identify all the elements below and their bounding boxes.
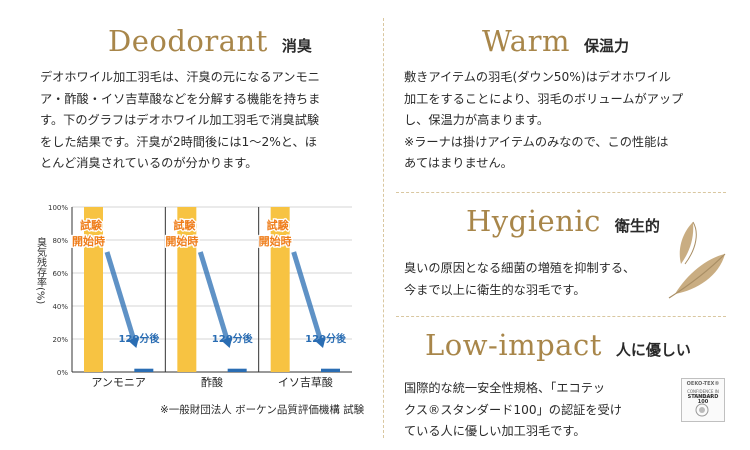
warm-line: 加工をすることにより、羽毛のボリュームがアップ (404, 91, 684, 106)
y-tick-label: 0% (57, 369, 68, 377)
y-tick-label: 40% (52, 303, 68, 311)
oeko-tex-badge: OEKO-TEX® CONFIDENCE IN TEXTILES STANDAR… (681, 378, 725, 422)
low-impact-line: ている人に優しい加工羽毛です。 (404, 424, 586, 438)
y-axis-label: 臭気残存率(%) (35, 236, 47, 305)
section-divider (396, 316, 726, 317)
deodorant-line: ア・酢酸・イソ吉草酸などを分解する機能を持ちま (40, 91, 321, 106)
y-tick-label: 60% (52, 270, 68, 278)
trend-arrow (104, 251, 136, 340)
arrow-head (127, 336, 140, 348)
deodorant-title-jp: 消臭 (281, 37, 312, 55)
bar-after (227, 368, 247, 372)
deodorant-title-en: Deodorant (108, 24, 268, 58)
feather-icon (668, 221, 726, 299)
annotation-after: 120分後 (305, 332, 347, 345)
low-impact-title-jp: 人に優しい (615, 341, 691, 359)
badge-seal-icon (695, 403, 709, 417)
arrow-head (314, 336, 326, 348)
warm-line: し、保温力が高まります。 (404, 113, 550, 127)
low-impact-heading: Low-impact 人に優しい (425, 328, 691, 362)
annotation-start-line2: 開始時 (72, 234, 105, 248)
hygienic-heading: Hygienic 衛生的 (466, 204, 660, 238)
deodorant-line: をした結果です。汗臭が2時間後には1～2%と、ほ (40, 134, 317, 149)
bar-start (84, 207, 103, 372)
annotation-start-line1: 試験 (80, 218, 103, 232)
deodorant-heading: Deodorant 消臭 (108, 24, 312, 58)
deodorant-line: デオホワイル加工羽毛は、汗臭の元になるアンモニ (40, 70, 320, 84)
badge-line: OEKO-TEX® (686, 381, 720, 387)
x-category-label: 酢酸 (201, 375, 223, 389)
annotation-start-line1: 試験 (173, 218, 196, 232)
x-category-label: アンモニア (91, 376, 146, 389)
section-divider (396, 192, 726, 193)
warm-line: 敷きアイテムの羽毛(ダウン50%)はデオホワイル (404, 70, 671, 84)
x-category-label: イソ吉草酸 (278, 375, 333, 389)
annotation-start-line2: 開始時 (165, 234, 198, 248)
hygienic-line: 今まで以上に衛生的な羽毛です。 (404, 282, 586, 297)
bar-after (134, 368, 154, 372)
y-tick-label: 100% (48, 204, 68, 212)
hygienic-text: 臭いの原因となる細菌の増殖を抑制する、 今まで以上に衛生的な羽毛です。 (404, 258, 635, 301)
deodorant-text: デオホワイル加工羽毛は、汗臭の元になるアンモニ ア・酢酸・イソ吉草酸などを分解す… (40, 67, 320, 175)
y-tick-label: 80% (52, 237, 68, 245)
warm-title-jp: 保温力 (583, 37, 629, 55)
bar-start (270, 207, 290, 372)
hygienic-title-en: Hygienic (466, 204, 601, 238)
y-tick-label: 20% (52, 336, 68, 344)
deodorant-line: とんど消臭されているのが分かります。 (40, 156, 258, 170)
badge-line: CONFIDENCE IN TEXTILES (687, 389, 719, 399)
annotation-start-line1: 試験 (267, 218, 290, 232)
chart-source-note: ※一般財団法人 ボーケン品質評価機構 試験 (160, 404, 365, 416)
trend-arrow (197, 251, 230, 340)
annotation-start-line2: 開始時 (259, 234, 292, 248)
annotation-after: 120分後 (212, 332, 254, 345)
low-impact-line: 国際的な統一安全性規格、「エコテッ (404, 381, 606, 395)
low-impact-text: 国際的な統一安全性規格、「エコテッ クス®スタンダード100」の認証を受け てい… (404, 378, 622, 443)
low-impact-title-en: Low-impact (425, 328, 602, 362)
trend-arrow (291, 251, 323, 340)
column-divider (383, 18, 384, 438)
warm-heading: Warm 保温力 (482, 24, 629, 58)
annotation-after: 120分後 (118, 332, 160, 345)
badge-line: STANDARD 100 (687, 394, 719, 405)
hygienic-title-jp: 衛生的 (614, 217, 660, 235)
warm-text: 敷きアイテムの羽毛(ダウン50%)はデオホワイル 加工をすることにより、羽毛のボ… (404, 67, 683, 175)
warm-title-en: Warm (482, 24, 570, 58)
warm-line: ※ラーナは掛けアイテムのみなので、この性能は (404, 134, 669, 149)
arrow-head (221, 336, 233, 348)
hygienic-line: 臭いの原因となる細菌の増殖を抑制する、 (404, 261, 636, 275)
bar-start (177, 207, 197, 372)
warm-line: あてはまりません。 (404, 156, 513, 170)
deodorant-line: す。下のグラフはデオホワイル加工羽毛で消臭試験 (40, 113, 320, 127)
low-impact-line: クス®スタンダード100」の認証を受け (404, 402, 622, 417)
bar-after (321, 368, 340, 372)
